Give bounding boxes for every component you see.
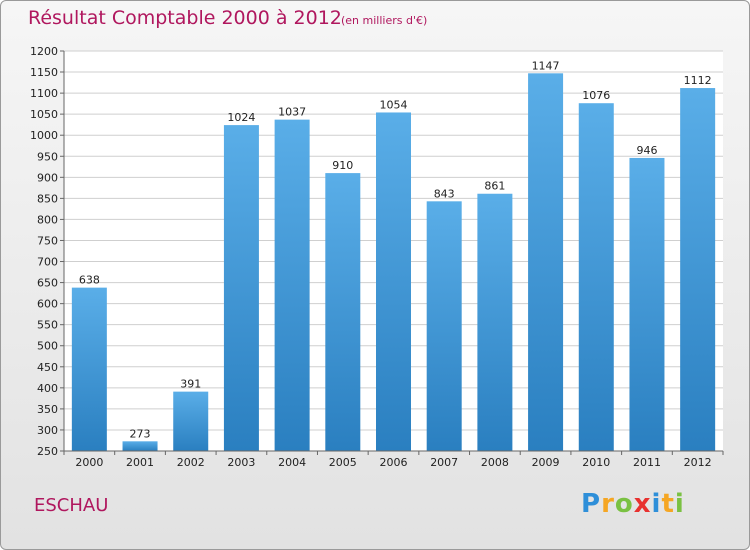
bar-2008	[477, 193, 513, 451]
bar-2001	[122, 441, 158, 451]
bar-value-label: 273	[130, 427, 151, 440]
y-tick-label: 350	[37, 403, 58, 416]
x-tick-label: 2007	[430, 456, 458, 469]
y-tick-label: 600	[37, 298, 58, 311]
x-tick-label: 2000	[75, 456, 103, 469]
x-tick-label: 2004	[278, 456, 306, 469]
y-tick-label: 500	[37, 340, 58, 353]
proxiti-logo: Proxiti	[581, 489, 685, 519]
y-tick-label: 550	[37, 319, 58, 332]
y-tick-label: 850	[37, 192, 58, 205]
bar-value-label: 1076	[582, 89, 610, 102]
y-tick-label: 1000	[30, 129, 58, 142]
bar-2005	[325, 173, 361, 451]
bar-value-label: 910	[332, 159, 353, 172]
bar-2000	[71, 287, 107, 451]
y-tick-label: 1200	[30, 45, 58, 58]
bar-value-label: 391	[180, 378, 201, 391]
bar-2003	[223, 125, 259, 452]
x-tick-label: 2006	[380, 456, 408, 469]
bar-2002	[173, 391, 209, 451]
y-tick-label: 900	[37, 171, 58, 184]
bar-value-label: 843	[434, 187, 455, 200]
bar-value-label: 1037	[278, 106, 306, 119]
bar-2011	[629, 157, 665, 451]
x-tick-label: 2008	[481, 456, 509, 469]
bar-value-label: 1112	[684, 74, 712, 87]
y-tick-label: 1050	[30, 108, 58, 121]
y-tick-label: 300	[37, 424, 58, 437]
bar-2004	[274, 119, 310, 451]
commune-name: ESCHAU	[34, 495, 109, 516]
y-tick-label: 650	[37, 277, 58, 290]
y-tick-label: 400	[37, 382, 58, 395]
x-tick-label: 2001	[126, 456, 154, 469]
y-tick-label: 1100	[30, 87, 58, 100]
y-tick-label: 450	[37, 361, 58, 374]
x-tick-label: 2012	[684, 456, 712, 469]
y-tick-label: 250	[37, 445, 58, 458]
y-tick-label: 950	[37, 150, 58, 163]
y-tick-label: 700	[37, 256, 58, 269]
bar-value-label: 1147	[532, 59, 560, 72]
x-tick-label: 2009	[532, 456, 560, 469]
x-tick-label: 2003	[227, 456, 255, 469]
x-tick-label: 2005	[329, 456, 357, 469]
bar-value-label: 861	[484, 180, 505, 193]
x-tick-label: 2002	[177, 456, 205, 469]
y-tick-label: 800	[37, 213, 58, 226]
chart-subtitle: (en milliers d'€)	[341, 14, 428, 27]
y-tick-label: 1150	[30, 66, 58, 79]
chart-title: Résultat Comptable 2000 à 2012	[28, 7, 342, 29]
y-tick-label: 750	[37, 234, 58, 247]
x-tick-label: 2011	[633, 456, 661, 469]
bar-2006	[376, 112, 411, 451]
bar-2010	[578, 103, 614, 452]
bar-value-label: 946	[636, 144, 657, 157]
bar-2009	[528, 73, 564, 451]
x-tick-label: 2010	[582, 456, 610, 469]
bar-value-label: 638	[79, 274, 100, 287]
bar-value-label: 1054	[380, 98, 408, 111]
bar-value-label: 1024	[227, 111, 255, 124]
bar-2007	[426, 201, 462, 451]
bar-2012	[680, 88, 716, 451]
